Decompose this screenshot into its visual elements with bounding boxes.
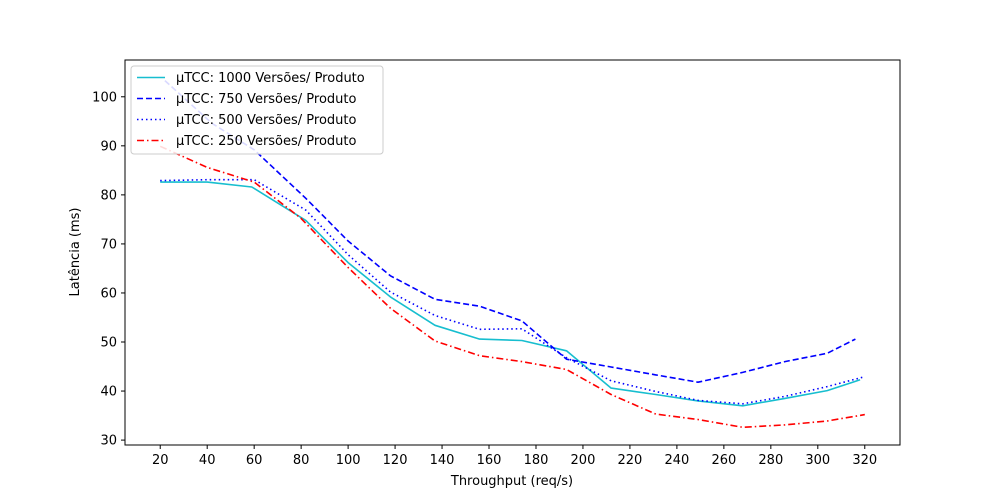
x-tick-label: 220	[618, 453, 643, 468]
y-tick-label: 50	[100, 336, 117, 351]
x-tick-label: 160	[477, 453, 502, 468]
x-tick-label: 20	[152, 453, 169, 468]
x-tick-label: 320	[852, 453, 877, 468]
plot-area	[159, 80, 865, 429]
series-line-4	[159, 145, 865, 429]
y-axis: 30 40 50 60 70 80 90 100	[92, 90, 125, 449]
series-line-1	[160, 181, 861, 407]
y-axis-label: Latência (ms)	[68, 208, 83, 297]
y-tick-label: 40	[100, 385, 117, 400]
x-axis: 20 40 60 80 100 120 140 160 180 200 220 240 260 280 30…	[152, 445, 877, 468]
x-tick-label: 140	[430, 453, 455, 468]
y-tick-label: 100	[92, 90, 117, 105]
legend-label: µTCC: 750 Versões/ Produto	[176, 92, 357, 107]
x-tick-label: 300	[805, 453, 830, 468]
legend-label: µTCC: 250 Versões/ Produto	[176, 134, 357, 149]
series-line-3	[160, 178, 863, 405]
x-tick-label: 60	[246, 453, 263, 468]
x-tick-label: 240	[664, 453, 689, 468]
x-tick-label: 200	[571, 453, 596, 468]
x-tick-label: 40	[199, 453, 216, 468]
legend: µTCC: 1000 Versões/ Produto µTCC: 750 Ver…	[130, 65, 384, 155]
y-tick-label: 80	[100, 188, 117, 203]
legend-label: µTCC: 500 Versões/ Produto	[176, 113, 357, 128]
y-tick-label: 90	[100, 139, 117, 154]
x-tick-label: 100	[336, 453, 361, 468]
legend-label: µTCC: 1000 Versões/ Produto	[176, 71, 365, 86]
x-tick-label: 120	[383, 453, 408, 468]
x-axis-label: Throughput (req/s)	[450, 474, 573, 489]
y-tick-label: 30	[100, 434, 117, 449]
y-tick-label: 70	[100, 237, 117, 252]
x-tick-label: 80	[293, 453, 310, 468]
y-tick-label: 60	[100, 286, 117, 301]
plot-frame	[124, 59, 901, 446]
x-tick-label: 260	[711, 453, 736, 468]
legend-box	[130, 65, 384, 155]
x-tick-label: 180	[524, 453, 549, 468]
x-tick-label: 280	[758, 453, 783, 468]
